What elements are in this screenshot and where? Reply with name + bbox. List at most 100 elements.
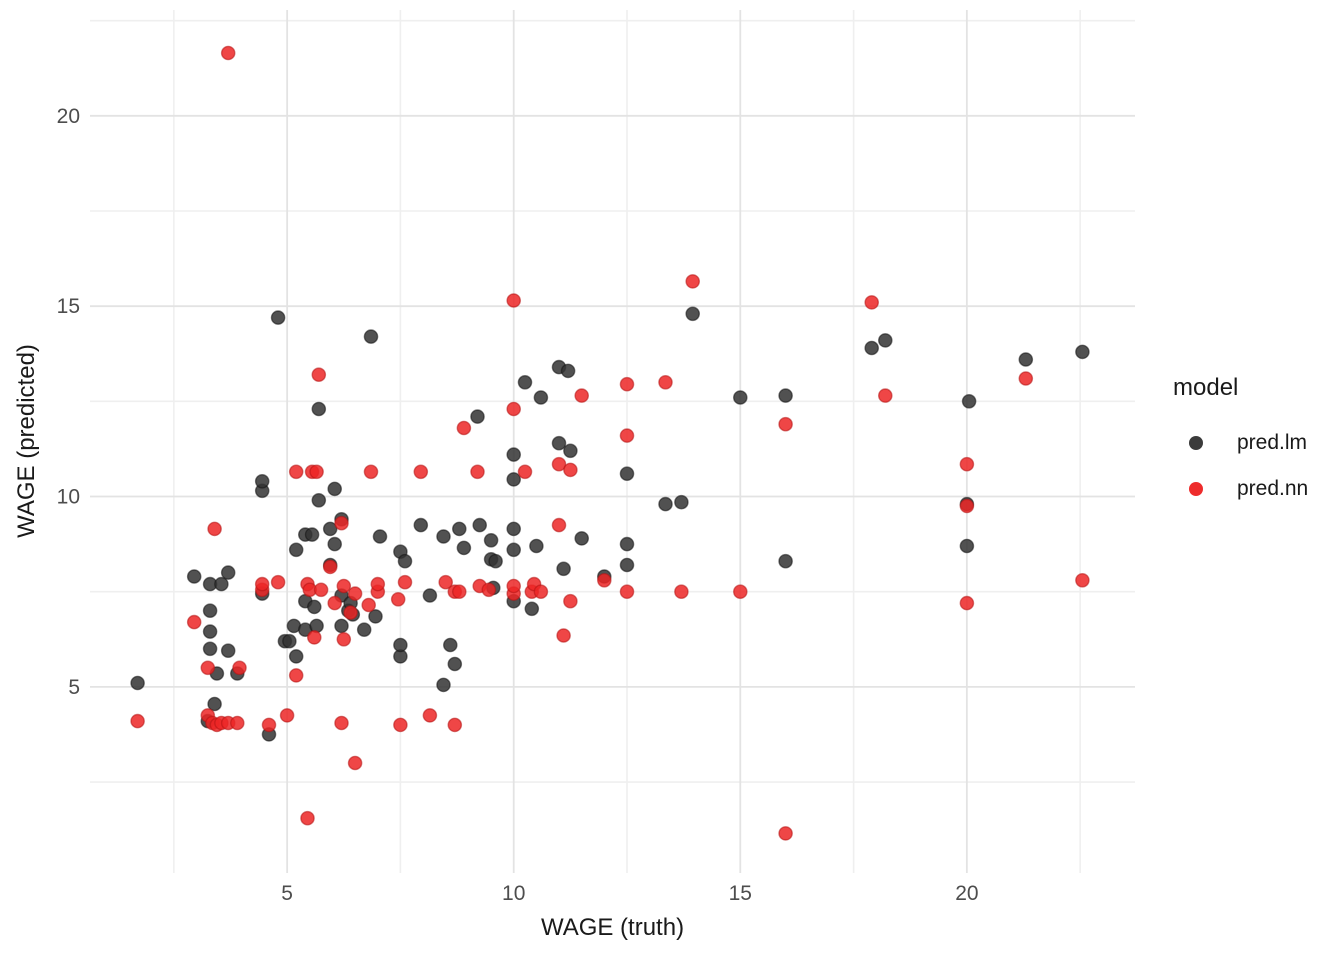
data-point [778,826,793,841]
legend-item-pred.lm: pred.lm [1165,420,1343,466]
data-point [506,401,522,417]
data-point [397,553,413,569]
data-point [361,597,377,613]
y-tick-label: 10 [57,486,80,509]
data-point [334,618,349,634]
data-point [313,582,329,598]
data-point [436,677,451,693]
data-point [186,614,202,630]
data-point [470,409,485,424]
data-point [309,464,324,480]
data-point [506,578,522,594]
data-point [551,517,567,533]
data-point [1018,371,1034,386]
data-point [488,553,503,569]
data-point [619,466,635,482]
data-point [506,472,522,487]
data-point [220,565,236,580]
legend-item-label: pred.nn [1237,477,1309,500]
data-point [878,333,893,348]
data-point [413,464,429,480]
data-point [270,574,286,590]
data-point [288,542,304,558]
data-point [393,717,408,733]
data-point [254,576,270,592]
data-point [959,595,975,611]
data-point [393,637,408,653]
data-point [288,668,304,683]
data-point [220,643,236,659]
legend-item-pred.nn: pred.nn [1165,466,1343,512]
data-point [306,599,322,615]
data-point [574,531,590,546]
data-point [864,295,880,310]
data-point [334,515,349,531]
data-point [334,715,349,731]
data-point [456,420,472,436]
data-point [456,540,472,556]
data-point [327,595,343,611]
data-point [674,584,689,600]
data-point [232,660,247,676]
data-point [254,473,270,489]
data-point [864,340,880,356]
data-point [619,376,635,392]
data-point [556,628,571,643]
x-axis-title: WAGE (truth) [540,914,685,941]
data-point [778,388,793,403]
data-point [778,553,793,569]
data-point [551,456,567,472]
y-axis-title: WAGE (predicted) [13,344,40,538]
legend-item-label: pred.lm [1237,431,1308,454]
data-point [517,464,533,480]
data-point [311,401,327,417]
data-point [436,529,451,544]
data-point [563,462,578,478]
data-point [186,569,202,584]
data-point [1018,352,1034,367]
data-point [363,464,379,480]
data-point [336,632,352,647]
data-point [959,456,975,472]
data-point [327,481,343,497]
data-point [619,557,635,573]
data-point [282,633,297,649]
data-point [368,609,383,624]
y-tick-label: 5 [68,676,80,699]
data-point [447,656,463,672]
data-point [619,536,635,552]
data-point [288,464,304,480]
data-point [778,416,793,432]
data-point [304,527,320,542]
data-point [506,542,522,558]
data-point [202,641,218,657]
data-point [533,584,549,600]
data-point [438,574,454,590]
data-point [517,374,533,390]
data-point [207,696,222,712]
data-point [363,329,379,344]
data-point [472,517,488,533]
data-point [447,717,463,733]
data-point [619,584,635,600]
data-point [214,576,229,592]
data-point [1075,344,1090,360]
data-point [959,498,975,514]
series-pred.lm [130,306,1090,742]
data-point [961,393,977,409]
data-point [322,521,338,537]
legend: model pred.lm pred.nn [1165,372,1343,512]
data-point [300,810,315,826]
data-point [959,538,975,554]
data-point [288,649,304,664]
grid-minor [90,10,1135,873]
data-point [207,521,222,537]
legend-key-dot [1189,482,1203,496]
data-point [506,521,522,537]
data-point [413,517,429,533]
data-point [229,715,245,731]
data-point [733,584,748,600]
data-point [279,708,295,723]
data-point [327,536,343,552]
data-point [556,561,571,577]
